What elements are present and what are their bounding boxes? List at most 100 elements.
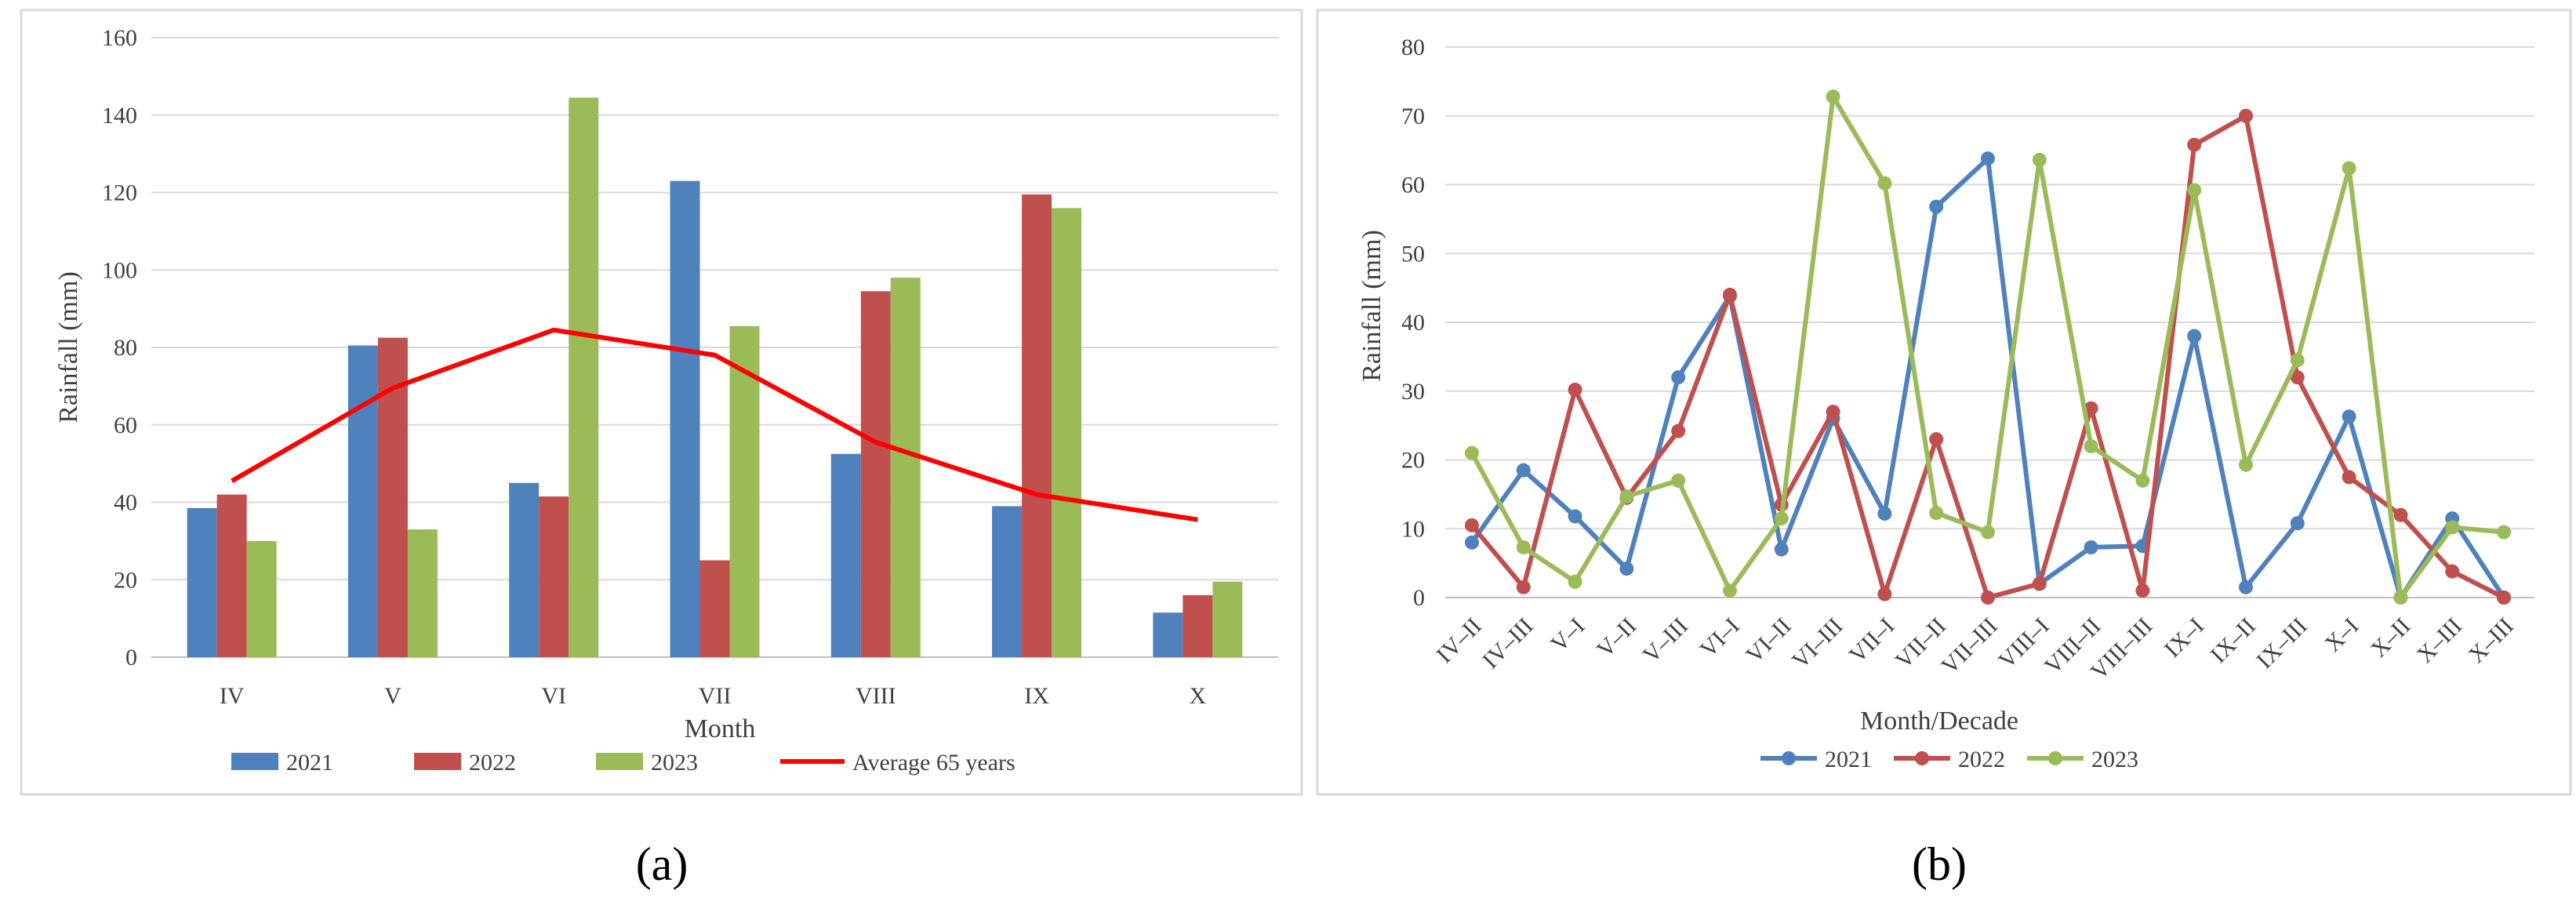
point-2022-VI–I [1723, 287, 1737, 302]
point-2021-VI–II [1774, 542, 1789, 557]
panel-a-x-tick-label: IX [1024, 683, 1049, 709]
point-2022-VIII–I [2032, 576, 2047, 591]
point-2023-IV–III [1516, 540, 1531, 554]
bar-2022-IX [1022, 194, 1052, 657]
legend-swatch-2021 [231, 753, 278, 770]
point-2021-X–I [2342, 409, 2356, 424]
panel-a-legend: 2021 2022 2023 Average 65 years [231, 750, 1016, 776]
average-65-years-line [231, 327, 1198, 522]
caption-b: (b) [1912, 838, 1967, 890]
panel-b-frame [1316, 9, 2572, 796]
point-2022-V–III [1671, 423, 1686, 438]
panel-b-y-tick-label: 80 [1401, 35, 1425, 60]
point-2023-X–II [2393, 590, 2408, 605]
panel-a-y-tick-label: 140 [102, 103, 137, 129]
panel-a-x-axis-label: Month [685, 714, 756, 743]
panel-b-series-lines [1465, 89, 2511, 605]
point-2021-IV–II [1465, 535, 1479, 550]
point-2023-VIII–I [2032, 152, 2047, 167]
panel-a-y-tick-label: 80 [114, 335, 137, 361]
panel-a-x-ticks: IV V VI VII VIII IX X [220, 683, 1207, 709]
bar-2022-IV [216, 494, 247, 657]
bar-2022-X [1183, 595, 1213, 657]
point-2023-VIII–II [2084, 438, 2098, 453]
point-2023-IX–II [2239, 457, 2253, 472]
point-2021-VIII–II [2084, 540, 2098, 554]
point-2023-VII–I [1877, 176, 1892, 191]
bar-2022-VI [539, 496, 569, 657]
point-2021-IX–I [2187, 329, 2202, 343]
point-2022-X–II [2393, 507, 2408, 522]
panel-a-x-tick-label: IV [220, 683, 245, 709]
panel-b-y-tick-label: 70 [1401, 104, 1425, 129]
point-2021-V–III [1671, 370, 1686, 385]
point-2021-IV–III [1516, 463, 1531, 478]
bar-2023-VII [729, 325, 760, 657]
point-2022-X–III [2445, 564, 2460, 579]
point-2022-VII–III [1981, 590, 1995, 605]
panel-b-y-tick-label: 60 [1401, 173, 1425, 198]
point-2023-VI–II [1774, 511, 1789, 526]
bar-2022-VIII [860, 291, 891, 657]
point-2022-VII–I [1877, 587, 1892, 601]
point-2022-VII–II [1929, 432, 1944, 447]
point-2022-X–I [2342, 470, 2356, 485]
point-2022-IV–II [1465, 518, 1479, 532]
panel-a-y-tick-label: 20 [114, 567, 137, 593]
point-2022-V–I [1568, 382, 1582, 397]
panel-a-y-tick-label: 160 [102, 25, 137, 51]
point-2023-V–I [1568, 574, 1582, 589]
panel-a: 0 20 40 60 80 100 120 140 160 IV V VI VII VIII IX X Ra… [20, 9, 1303, 796]
bar-2023-IX [1052, 208, 1082, 657]
point-2022-VI–III [1826, 405, 1840, 420]
legend-marker-2022 [1915, 751, 1929, 765]
bar-2021-IX [992, 506, 1023, 657]
panel-b-x-axis-label: Month/Decade [1860, 707, 2018, 736]
point-2023-V–III [1671, 473, 1686, 488]
panel-a-x-tick-label: VII [699, 683, 732, 709]
bar-2021-VII [670, 180, 700, 657]
point-2021-V–I [1568, 509, 1582, 524]
legend-label-2022: 2022 [1958, 747, 2005, 772]
point-2022-X–III [2497, 590, 2511, 605]
panel-a-grid [151, 37, 1278, 658]
bar-2021-VIII [830, 453, 861, 657]
panel-b-legend: 2021 2022 2023 [1760, 747, 2138, 772]
point-2021-VII–II [1929, 199, 1944, 214]
bar-2022-VII [699, 560, 730, 657]
panel-a-y-tick-label: 40 [114, 490, 137, 516]
point-2021-VII–III [1981, 151, 1995, 166]
point-2022-VIII–II [2084, 401, 2098, 416]
legend-label-2023: 2023 [2091, 747, 2138, 772]
panel-b-y-tick-label: 50 [1401, 241, 1425, 267]
legend-label-2021: 2021 [1825, 747, 1872, 772]
bar-2023-V [407, 529, 438, 657]
panel-a-y-axis-label: Rainfall (mm) [54, 271, 83, 423]
point-2022-IX–I [2187, 137, 2202, 152]
point-2022-IV–III [1516, 580, 1531, 594]
legend-swatch-2022 [414, 753, 461, 770]
point-2023-VI–I [1723, 583, 1737, 598]
point-2021-V–II [1619, 561, 1634, 576]
point-2023-X–III [2497, 525, 2511, 540]
panel-b-y-tick-label: 30 [1401, 379, 1425, 405]
point-2023-IV–II [1465, 445, 1479, 460]
panel-a-y-tick-label: 120 [102, 180, 137, 206]
panel-a-y-tick-label: 0 [125, 645, 137, 670]
point-2023-X–III [2445, 520, 2460, 535]
legend-label-2021: 2021 [286, 750, 333, 776]
point-2023-V–II [1619, 489, 1634, 504]
panel-a-x-tick-label: V [384, 683, 401, 709]
legend-label-Average 65 years: Average 65 years [852, 750, 1016, 776]
panel-b-y-tick-label: 20 [1401, 448, 1425, 474]
panel-b-y-axis-label: Rainfall (mm) [1357, 230, 1386, 382]
point-2023-X–I [2342, 161, 2356, 176]
panel-a-y-ticks: 0 20 40 60 80 100 120 140 160 [102, 25, 137, 670]
bar-2023-VI [569, 97, 599, 657]
panel-b-y-ticks: 0 10 20 30 40 50 60 70 80 [1401, 35, 1425, 611]
point-2023-IX–III [2290, 353, 2305, 368]
bar-2023-IV [246, 540, 277, 657]
legend-marker-2021 [1782, 751, 1796, 765]
point-2023-VII–II [1929, 506, 1944, 521]
